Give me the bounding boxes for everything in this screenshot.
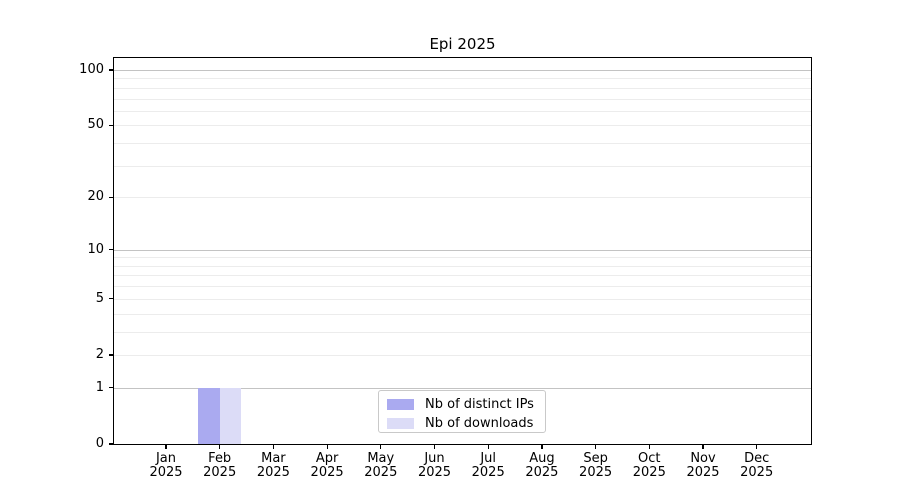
month-name: Mar — [261, 451, 286, 466]
x-tick-mark-sep — [595, 444, 597, 449]
legend-swatch-distinct-ips — [387, 399, 414, 410]
month-name: Jan — [155, 451, 177, 466]
month-name: Jun — [424, 451, 445, 466]
gridline-20 — [114, 197, 811, 199]
month-name: Dec — [744, 451, 770, 466]
month-name: Apr — [315, 451, 339, 466]
y-tick-label-100: 100 — [79, 61, 104, 77]
x-tick-label-aug: Aug 2025 — [512, 452, 572, 479]
month-year: 2025 — [632, 464, 666, 480]
chart-title: Epi 2025 — [429, 35, 496, 53]
x-tick-label-sep: Sep 2025 — [566, 452, 626, 479]
y-tick-mark-10 — [109, 249, 114, 251]
y-tick-mark-20 — [109, 196, 114, 198]
month-name: Jul — [480, 451, 497, 466]
gridline-30 — [114, 165, 811, 167]
month-name: Oct — [638, 451, 661, 466]
x-tick-label-may: May 2025 — [351, 452, 411, 479]
x-tick-mark-jan — [165, 444, 167, 449]
month-year: 2025 — [686, 464, 720, 480]
gridline-70 — [114, 98, 811, 100]
x-tick-label-jan: Jan 2025 — [136, 452, 196, 479]
legend-swatch-downloads — [387, 418, 414, 429]
x-tick-mark-dec — [756, 444, 758, 449]
month-year: 2025 — [364, 464, 398, 480]
month-name: May — [367, 451, 395, 466]
y-tick-mark-0 — [109, 443, 114, 445]
month-name: Aug — [529, 451, 555, 466]
gridline-50 — [114, 125, 811, 127]
gridline-60 — [114, 110, 811, 112]
x-tick-label-mar: Mar 2025 — [243, 452, 303, 479]
y-tick-mark-5 — [109, 298, 114, 300]
legend-item-distinct-ips: Nb of distinct IPs — [387, 397, 537, 412]
x-tick-label-nov: Nov 2025 — [673, 452, 733, 479]
x-tick-label-dec: Dec 2025 — [727, 452, 787, 479]
x-tick-label-jul: Jul 2025 — [458, 452, 518, 479]
x-tick-mark-feb — [219, 444, 221, 449]
month-year: 2025 — [579, 464, 613, 480]
y-tick-label-5: 5 — [95, 290, 104, 306]
y-tick-label-2: 2 — [95, 347, 104, 362]
x-tick-label-apr: Apr 2025 — [297, 452, 357, 479]
y-tick-mark-100 — [109, 69, 114, 71]
month-year: 2025 — [471, 464, 505, 480]
gridline-100 — [114, 69, 811, 71]
month-year: 2025 — [525, 464, 559, 480]
x-tick-mark-jul — [487, 444, 489, 449]
gridline-1 — [114, 387, 811, 389]
y-tick-label-10: 10 — [87, 241, 104, 257]
gridline-2 — [114, 355, 811, 356]
month-name: Nov — [690, 451, 716, 466]
legend: Nb of distinct IPs Nb of downloads — [378, 390, 546, 433]
gridline-6 — [114, 286, 811, 288]
y-tick-label-50: 50 — [87, 117, 104, 133]
month-year: 2025 — [203, 464, 237, 480]
y-tick-mark-50 — [109, 124, 114, 126]
gridline-5 — [114, 298, 811, 300]
x-tick-mark-mar — [272, 444, 275, 449]
month-year: 2025 — [149, 464, 183, 480]
gridline-10 — [114, 249, 811, 251]
gridline-9 — [114, 257, 811, 259]
bars-layer — [114, 58, 811, 444]
legend-item-downloads: Nb of downloads — [387, 416, 537, 431]
plot-area: Nb of distinct IPs Nb of downloads — [113, 57, 812, 445]
y-tick-mark-2 — [109, 354, 114, 356]
y-tick-label-20: 20 — [87, 189, 104, 205]
y-tick-label-1: 1 — [95, 379, 104, 395]
x-tick-label-oct: Oct 2025 — [619, 452, 679, 479]
month-year: 2025 — [740, 464, 774, 480]
x-tick-label-feb: Feb 2025 — [190, 452, 250, 479]
legend-label-distinct-ips: Nb of distinct IPs — [425, 397, 534, 412]
x-tick-mark-jun — [433, 444, 436, 449]
month-year: 2025 — [417, 464, 452, 480]
month-year: 2025 — [310, 464, 344, 480]
x-tick-mark-aug — [541, 444, 543, 449]
gridline-40 — [114, 143, 811, 144]
gridline-8 — [114, 265, 811, 267]
gridline-3 — [114, 331, 811, 333]
gridline-80 — [114, 87, 811, 89]
month-name: Sep — [583, 451, 608, 466]
gridlines-layer — [114, 58, 811, 444]
x-tick-label-jun: Jun 2025 — [405, 452, 465, 479]
legend-label-downloads: Nb of downloads — [425, 416, 534, 431]
x-tick-mark-may — [380, 444, 382, 449]
month-name: Feb — [208, 451, 232, 466]
y-tick-mark-1 — [109, 387, 114, 389]
bar-downloads-feb — [219, 387, 242, 444]
month-year: 2025 — [256, 464, 290, 480]
y-tick-label-0: 0 — [95, 436, 104, 451]
x-tick-mark-apr — [326, 444, 328, 449]
gridline-4 — [114, 313, 811, 315]
x-tick-mark-oct — [648, 444, 650, 449]
gridline-90 — [114, 78, 811, 80]
x-tick-mark-nov — [702, 444, 704, 449]
gridline-7 — [114, 275, 811, 277]
bar-distinct-ips-feb — [198, 387, 220, 444]
